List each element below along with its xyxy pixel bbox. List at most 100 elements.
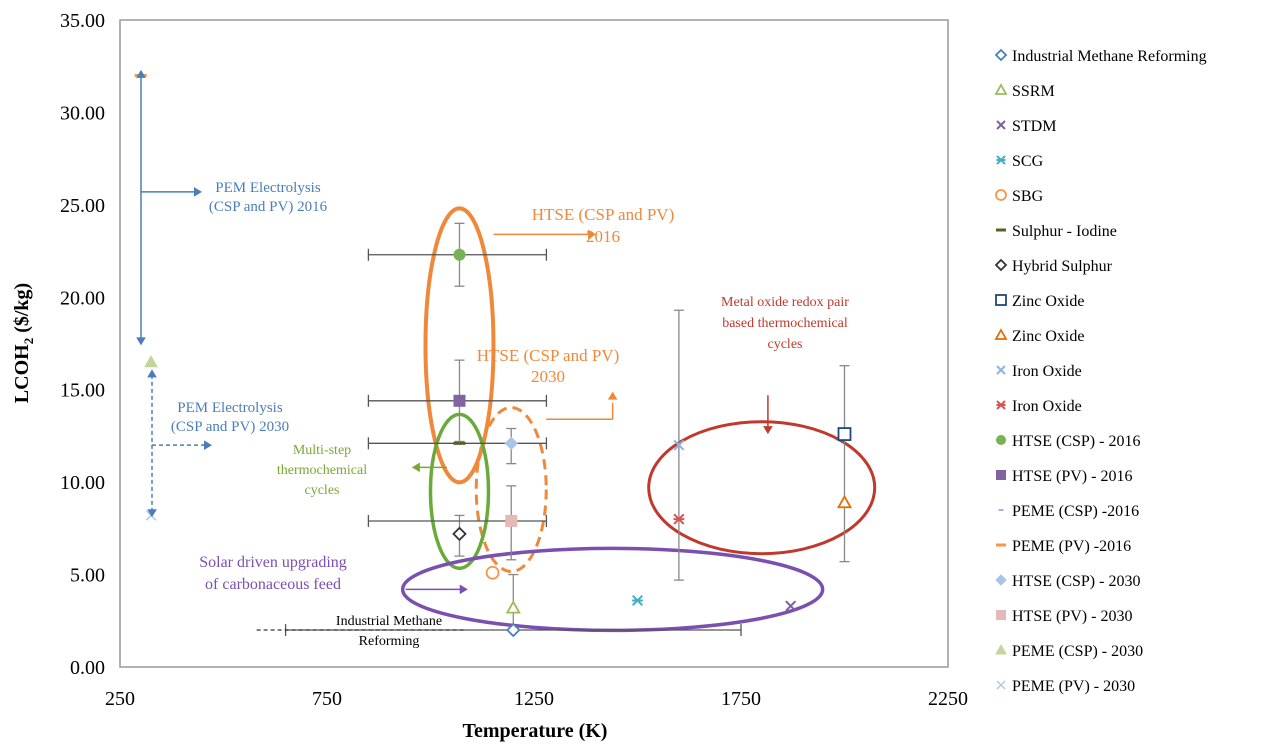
multistep-label: cycles [305, 483, 340, 498]
industrial-label: Industrial Methane [336, 614, 442, 629]
x-tick-label: 750 [312, 688, 342, 710]
legend-marker [994, 48, 1008, 62]
data-point [631, 594, 644, 606]
y-tick-label: 0.00 [70, 657, 105, 679]
legend-marker [996, 400, 1006, 410]
pem-2030-arrow-down [147, 509, 157, 518]
y-axis-title-main: LCOH [11, 344, 33, 403]
multistep-label: Multi-step [293, 443, 351, 458]
pem-2030-label: (CSP and PV) 2030 [171, 419, 289, 435]
data-point [453, 248, 466, 261]
legend-label: PEME (CSP) -2016 [1012, 503, 1139, 520]
solar-upgrading-label: of carbonaceous feed [205, 576, 341, 593]
legend-marker [996, 435, 1006, 445]
data-point [453, 394, 466, 407]
htse-2016-label: 2016 [586, 227, 620, 246]
data-point [836, 494, 853, 509]
metal-oxide-label: cycles [768, 337, 803, 352]
data-marks [134, 73, 853, 638]
legend-marker [996, 120, 1006, 130]
htse-2030-label: HTSE (CSP and PV) [477, 346, 619, 365]
legend-marker [996, 365, 1006, 375]
legend-label: HTSE (PV) - 2030 [1012, 608, 1132, 625]
legend-label: HTSE (PV) - 2016 [1012, 468, 1132, 485]
pem-2030-label: PEM Electrolysis [177, 400, 283, 416]
y-axis-title: LCOH2 ($/kg) [11, 283, 36, 403]
data-point [673, 513, 685, 525]
legend-label: STDM [1012, 118, 1056, 135]
legend-marker [994, 328, 1008, 340]
data-point [505, 599, 521, 614]
data-point [785, 600, 797, 612]
solar-pointer-head [459, 584, 468, 595]
legend-label: SBG [1012, 188, 1044, 205]
pem-2016-label: (CSP and PV) 2016 [209, 199, 328, 215]
y-tick-label: 25.00 [60, 195, 105, 217]
legend-label: HTSE (CSP) - 2030 [1012, 573, 1140, 590]
legend-marker [995, 574, 1007, 586]
htse-2016-pointer-head [588, 229, 597, 240]
pem-2016-label: PEM Electrolysis [215, 180, 321, 196]
legend-label: Sulphur - Iodine [1012, 223, 1117, 240]
htse-2016-region [423, 206, 496, 485]
data-point [505, 514, 518, 527]
htse-2030-pointer-head [607, 391, 618, 400]
multistep-pointer-head [411, 462, 420, 473]
y-axis-title-tail: ($/kg) [11, 283, 33, 338]
metal-oxide-region [647, 420, 877, 556]
y-tick-label: 5.00 [70, 565, 105, 587]
htse-2030-region [474, 406, 548, 574]
x-tick-label: 2250 [928, 688, 968, 710]
y-tick-label: 30.00 [60, 102, 105, 124]
x-tick-label: 1750 [721, 688, 761, 710]
data-point [506, 622, 521, 638]
data-point [144, 354, 158, 368]
legend-label: HTSE (CSP) - 2016 [1012, 433, 1140, 450]
data-point [837, 427, 852, 441]
pem-2030-pointer-head [204, 440, 212, 450]
legend-label: PEME (PV) - 2030 [1012, 678, 1135, 695]
legend-marker [996, 155, 1006, 165]
metal-oxide-label: based thermochemical [722, 316, 848, 331]
x-tick-label: 1250 [514, 688, 554, 710]
legend-marker [996, 610, 1006, 620]
industrial-label: Reforming [359, 634, 420, 649]
y-tick-label: 15.00 [60, 380, 105, 402]
legend-marker [994, 258, 1008, 272]
legend-label: Zinc Oxide [1012, 328, 1084, 345]
htse-2016-label: HTSE (CSP and PV) [532, 205, 674, 224]
legend-marker [995, 643, 1007, 655]
legend-label: Zinc Oxide [1012, 293, 1084, 310]
legend-label: PEME (CSP) - 2030 [1012, 643, 1143, 660]
solar-upgrading-label: Solar driven upgrading [199, 554, 347, 571]
legend-label: Iron Oxide [1012, 398, 1082, 415]
axis-ticks: 0.00 5.00 10.00 15.00 20.00 25.00 30.00 35.00 25… [60, 10, 968, 710]
pem-2016-arrow-up [136, 69, 146, 78]
highlight-regions [400, 206, 877, 633]
legend-marker [995, 189, 1007, 201]
legend-marker [996, 680, 1006, 690]
y-tick-label: 35.00 [60, 10, 105, 32]
legend-label: SSRM [1012, 83, 1055, 100]
legend-label: Industrial Methane Reforming [1012, 48, 1207, 65]
legend-marker [994, 83, 1008, 95]
multistep-label: thermochemical [277, 463, 367, 478]
data-point [485, 565, 500, 580]
x-tick-label: 250 [105, 688, 135, 710]
metal-oxide-label: Metal oxide redox pair [721, 295, 849, 310]
data-point [504, 436, 518, 451]
legend-label: SCG [1012, 153, 1044, 170]
pem-2030-arrow-up [147, 369, 157, 378]
pem-2016-pointer-head [194, 187, 202, 197]
legend: Industrial Methane Reforming SSRM STDM SCG S… [994, 48, 1207, 695]
legend-marker [996, 470, 1006, 480]
x-axis-title: Temperature (K) [463, 720, 608, 742]
legend-label: PEME (PV) -2016 [1012, 538, 1131, 555]
y-axis-title-sub: 2 [21, 338, 36, 345]
htse-2030-label: 2030 [531, 367, 565, 386]
y-tick-label: 10.00 [60, 472, 105, 494]
plot-area [119, 19, 949, 668]
annotations: PEM Electrolysis (CSP and PV) 2016 PEM Ele… [136, 69, 849, 649]
pem-2016-arrow-down [136, 337, 146, 346]
